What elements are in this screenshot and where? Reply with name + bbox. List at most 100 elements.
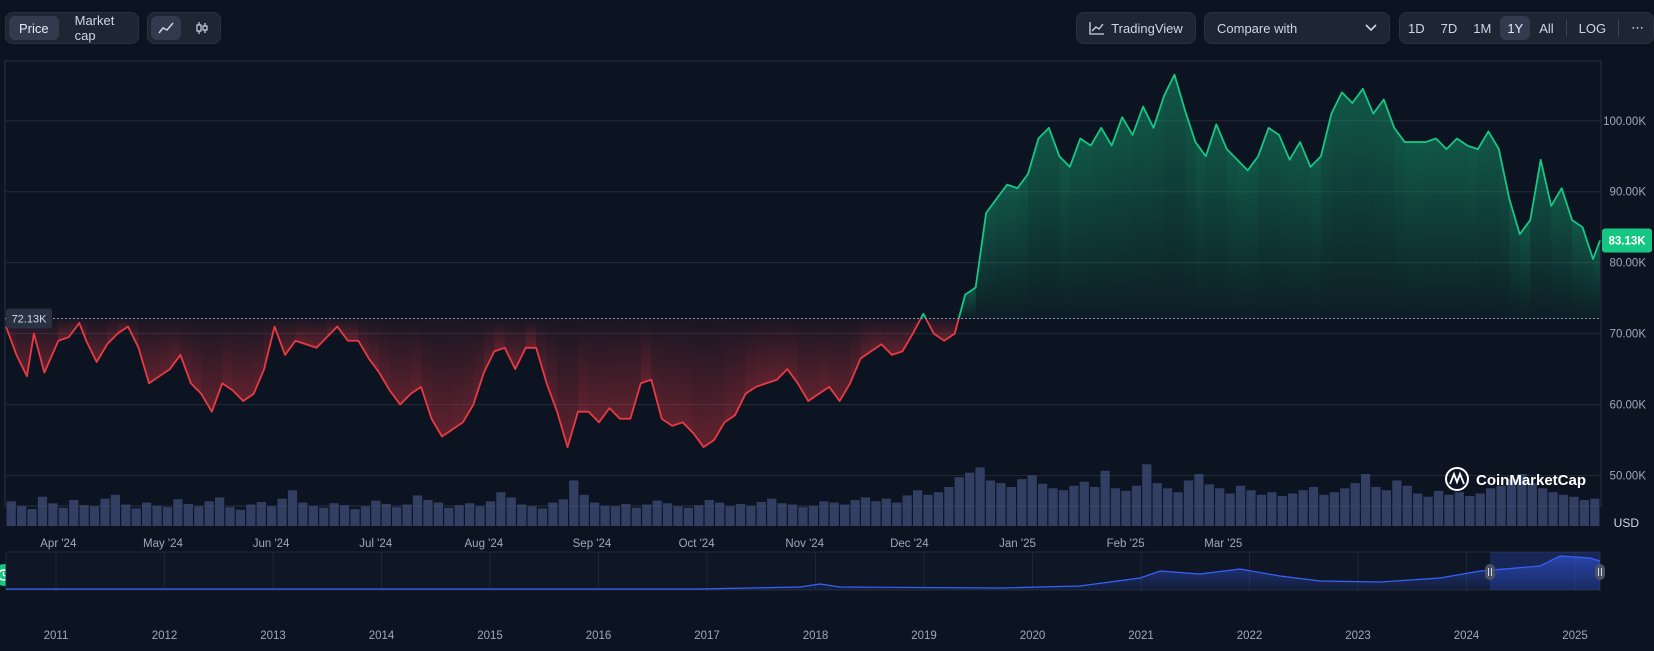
volume-bar [1423, 496, 1433, 526]
volume-bar [600, 505, 610, 526]
price-above-reference-fill [1425, 138, 1437, 319]
price-below-reference-fill [431, 318, 442, 437]
price-below-reference-fill [232, 318, 244, 402]
line-chart-icon[interactable] [151, 16, 181, 40]
price-above-reference-fill [1268, 127, 1280, 319]
volume-bar [27, 509, 37, 526]
x-axis: Apr '24 May '24 Jun '24 Jul '24 Aug '24 Sep '… [40, 538, 1242, 550]
price-above-reference-line [920, 73, 1601, 319]
tradingview-label: TradingView [1111, 20, 1183, 36]
price-above-reference-fill [1352, 88, 1363, 319]
range-7d[interactable]: 7D [1440, 20, 1458, 36]
volume-bar [683, 507, 694, 526]
tab-price[interactable]: Price [9, 16, 59, 40]
volume-bar [1444, 494, 1454, 526]
price-above-reference-fill [1226, 149, 1238, 319]
range-1y[interactable]: 1Y [1500, 16, 1531, 40]
price-chart-svg: 72.13K 83.13K 50.00K 60.00K 70.00K 80.00K 90.… [0, 60, 1652, 642]
volume-bar [360, 506, 371, 526]
price-above-reference-fill [1498, 149, 1510, 319]
volume-bar [58, 507, 68, 526]
price-above-reference-fill [1320, 113, 1332, 319]
volume-bar [1548, 492, 1558, 526]
price-below-reference-fill [222, 318, 233, 391]
candlestick-icon[interactable] [187, 16, 217, 40]
price-below-reference-fill [902, 318, 913, 352]
compare-select[interactable]: Compare with [1204, 12, 1390, 44]
range-all[interactable]: All [1539, 20, 1554, 36]
price-below-reference-fill [651, 318, 662, 419]
volume-bar [1152, 483, 1162, 526]
volume-bar [527, 506, 537, 526]
more-options-button[interactable]: ⋯ [1631, 20, 1645, 35]
price-above-reference-fill [965, 287, 976, 319]
volume-bar [933, 492, 944, 526]
volume-bar [506, 497, 516, 526]
overview-handle[interactable] [1485, 564, 1495, 580]
volume-bar [6, 501, 16, 526]
price-chart[interactable]: 72.13K 83.13K 50.00K 60.00K 70.00K 80.00K 90.… [0, 56, 1654, 646]
volume-bar [996, 483, 1006, 526]
price-above-reference-fill [1467, 145, 1478, 319]
overview-handle[interactable] [1595, 564, 1605, 580]
divider [1618, 19, 1620, 37]
volume-bar [537, 508, 548, 526]
volume-bar [1194, 474, 1204, 526]
price-below-reference-fill [305, 318, 317, 348]
price-above-reference-fill [1446, 138, 1457, 319]
plot-frame [4, 60, 1602, 507]
volume-bar [1038, 483, 1048, 526]
price-above-reference-fill [1174, 74, 1185, 319]
price-above-reference-fill [1540, 159, 1552, 319]
overview-year-label: 2019 [911, 630, 937, 642]
volume-bar [1090, 487, 1100, 526]
volume-bar [1402, 485, 1412, 526]
price-below-reference-fill [766, 318, 777, 384]
price-below-reference-fill [860, 318, 872, 359]
price-above-reference-fill [1341, 92, 1353, 319]
tab-market-cap[interactable]: Market cap [74, 13, 115, 43]
overview-year-label: 2012 [152, 630, 178, 642]
price-below-reference-fill [682, 318, 694, 433]
volume-bar [194, 506, 204, 526]
price-below-reference-fill [326, 318, 338, 338]
price-above-reference-fill [1216, 124, 1227, 319]
range-1m[interactable]: 1M [1473, 20, 1492, 36]
volume-bar [1277, 496, 1287, 526]
volume-bar [1413, 493, 1423, 526]
volume-bar [965, 472, 975, 526]
price-below-reference-fill [379, 318, 390, 391]
x-tick-label: Mar '25 [1204, 538, 1242, 550]
price-above-reference-fill [1509, 198, 1520, 319]
log-scale-toggle[interactable]: LOG [1578, 20, 1607, 36]
volume-bar [1371, 487, 1381, 526]
tradingview-button[interactable]: TradingView [1076, 12, 1196, 44]
volume-bar [173, 499, 183, 526]
volume-bar [1267, 492, 1277, 526]
y-axis: 50.00K 60.00K 70.00K 80.00K 90.00K 100.00K [1603, 116, 1646, 483]
volume-bar [517, 504, 527, 526]
volume-bar [1506, 479, 1517, 526]
chart-style-toggle [147, 12, 221, 44]
volume-bar [329, 503, 339, 526]
price-above-reference-fill [1331, 92, 1342, 319]
volume-bar [402, 504, 412, 526]
price-below-reference-fill [295, 318, 306, 345]
volume-bar [694, 505, 704, 526]
volume-bar [69, 500, 79, 526]
area-fills [6, 74, 1600, 448]
x-tick-label: Aug '24 [465, 538, 504, 550]
range-1d[interactable]: 1D [1408, 20, 1425, 36]
volume-bar [392, 507, 402, 526]
price-above-reference-fill [1205, 124, 1217, 319]
price-below-reference-fill [494, 318, 505, 352]
overview-year-label: 2018 [803, 630, 829, 642]
volume-bar [1527, 483, 1537, 526]
volume-bar [298, 502, 308, 526]
volume-bar [1496, 485, 1506, 526]
volume-bar [798, 507, 808, 526]
volume-bar [1079, 481, 1089, 526]
volume-bar [1110, 488, 1121, 526]
volume-bar [590, 502, 600, 526]
volume-bar [1538, 488, 1548, 526]
